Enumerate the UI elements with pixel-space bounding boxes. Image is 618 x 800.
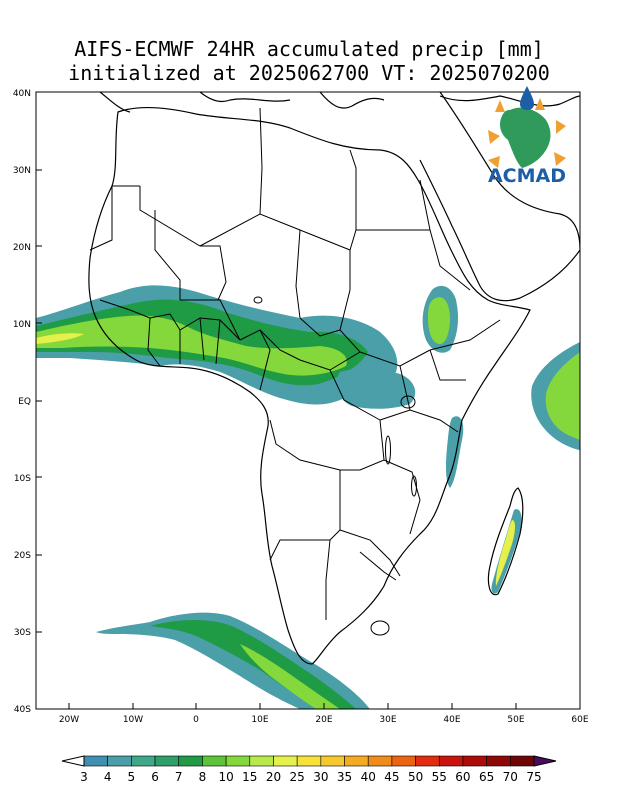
precip-area-madagascar-core [495,520,515,586]
lon-tick-label: 40E [443,715,460,725]
lake-tanganyika [385,435,391,465]
colorbar-cell [438,755,464,767]
colorbar-label: 40 [361,770,376,784]
lat-tick-labels: 40N 30N 20N 10N EQ 10S 20S 30S 40S [13,89,31,715]
colorbar-label: 60 [455,770,470,784]
coastline-arabia [419,92,580,302]
colorbar-high-arrow [533,755,557,767]
colorbar-cell [344,755,369,767]
acmad-logo: ACMAD [488,86,566,187]
coastlines [88,92,580,665]
colorbar-cell [107,755,132,767]
colorbar-cell [178,755,203,767]
lon-tick-label: 20E [315,715,332,725]
lat-tick-label: 10S [14,474,31,484]
lake-chad [253,296,263,304]
colorbar-cells [83,755,535,767]
lon-tick-label: 60E [571,715,588,725]
colorbar-label: 5 [128,770,136,784]
colorbar-cell [391,755,416,767]
colorbar-cell [320,755,345,767]
precip-area-west-africa-heavy [36,315,347,376]
colorbar-label: 35 [337,770,352,784]
lon-tick-label: 50E [507,715,524,725]
colorbar-cell [462,755,487,767]
colorbar-label: 30 [313,770,328,784]
colorbar-cell [296,755,322,767]
chart-title-line2: initialized at 2025062700 VT: 2025070200 [68,61,550,85]
axis-ticks [36,169,517,709]
colorbar-cell [83,755,108,767]
colorbar-cell [273,755,298,767]
precip-area-west-africa-peak [36,333,84,344]
colorbar-label: 65 [479,770,494,784]
coastline-madagascar [487,487,524,596]
precip-area-ethiopia-core [428,297,450,344]
colorbar-label: 7 [175,770,183,784]
lat-tick-label: 20S [14,551,31,561]
lat-tick-label: EQ [18,397,31,407]
chart-title-line1: AIFS-ECMWF 24HR accumulated precip [mm] [74,37,544,61]
colorbar-cell [510,755,535,767]
colorbar-label: 3 [80,770,88,784]
africa-map-sun-icon [488,86,566,168]
colorbar-label: 45 [384,770,399,784]
precip-layer [36,285,580,709]
lat-tick-label: 20N [13,243,31,253]
lon-tick-label: 10W [123,715,143,725]
lake-malawi [411,475,417,497]
lake-victoria [400,395,416,409]
colorbar-label: 25 [290,770,305,784]
lat-tick-label: 30S [14,628,31,638]
colorbar-cell [202,755,227,767]
lon-tick-label: 20W [59,715,79,725]
colorbar-label: 4 [104,770,112,784]
coastline-africa [88,106,531,665]
lat-tick-label: 10N [13,320,31,330]
lon-tick-label: 10E [251,715,268,725]
colorbar-cell [131,755,156,767]
colorbar-label: 8 [199,770,207,784]
logo-text: ACMAD [488,165,566,187]
colorbar: 3 4 5 6 7 8 10 15 20 25 30 35 40 45 50 55 60 65 70 75 [61,755,557,784]
precip-area-great-lakes [336,368,416,409]
lon-tick-label: 0 [193,715,199,725]
colorbar-cell [249,755,274,767]
colorbar-label: 15 [242,770,257,784]
colorbar-label: 20 [266,770,281,784]
lat-tick-label: 40N [13,89,31,99]
precip-area-southern-ocean-heavy [240,644,340,709]
colorbar-label: 6 [151,770,159,784]
colorbar-cell [154,755,180,767]
colorbar-label: 50 [408,770,423,784]
colorbar-label: 70 [503,770,518,784]
lon-tick-labels: 20W 10W 0 10E 20E 30E 40E 50E 60E [59,715,589,725]
lat-tick-label: 40S [14,705,31,715]
lon-tick-label: 30E [379,715,396,725]
lat-tick-label: 30N [13,166,31,176]
colorbar-low-arrow [61,755,85,767]
colorbar-cell [486,755,511,767]
colorbar-cell [367,755,393,767]
precip-area-indian-ocean-core [545,352,580,440]
colorbar-labels: 3 4 5 6 7 8 10 15 20 25 30 35 40 45 50 55 60 65 70 75 [80,770,541,784]
colorbar-label: 10 [218,770,233,784]
country-borders [89,107,501,620]
colorbar-cell [225,755,251,767]
colorbar-label: 75 [526,770,541,784]
colorbar-label: 55 [432,770,447,784]
colorbar-cell [415,755,440,767]
lakes [253,296,417,636]
lesotho-outline [370,620,390,636]
coastline-europe [99,92,580,113]
